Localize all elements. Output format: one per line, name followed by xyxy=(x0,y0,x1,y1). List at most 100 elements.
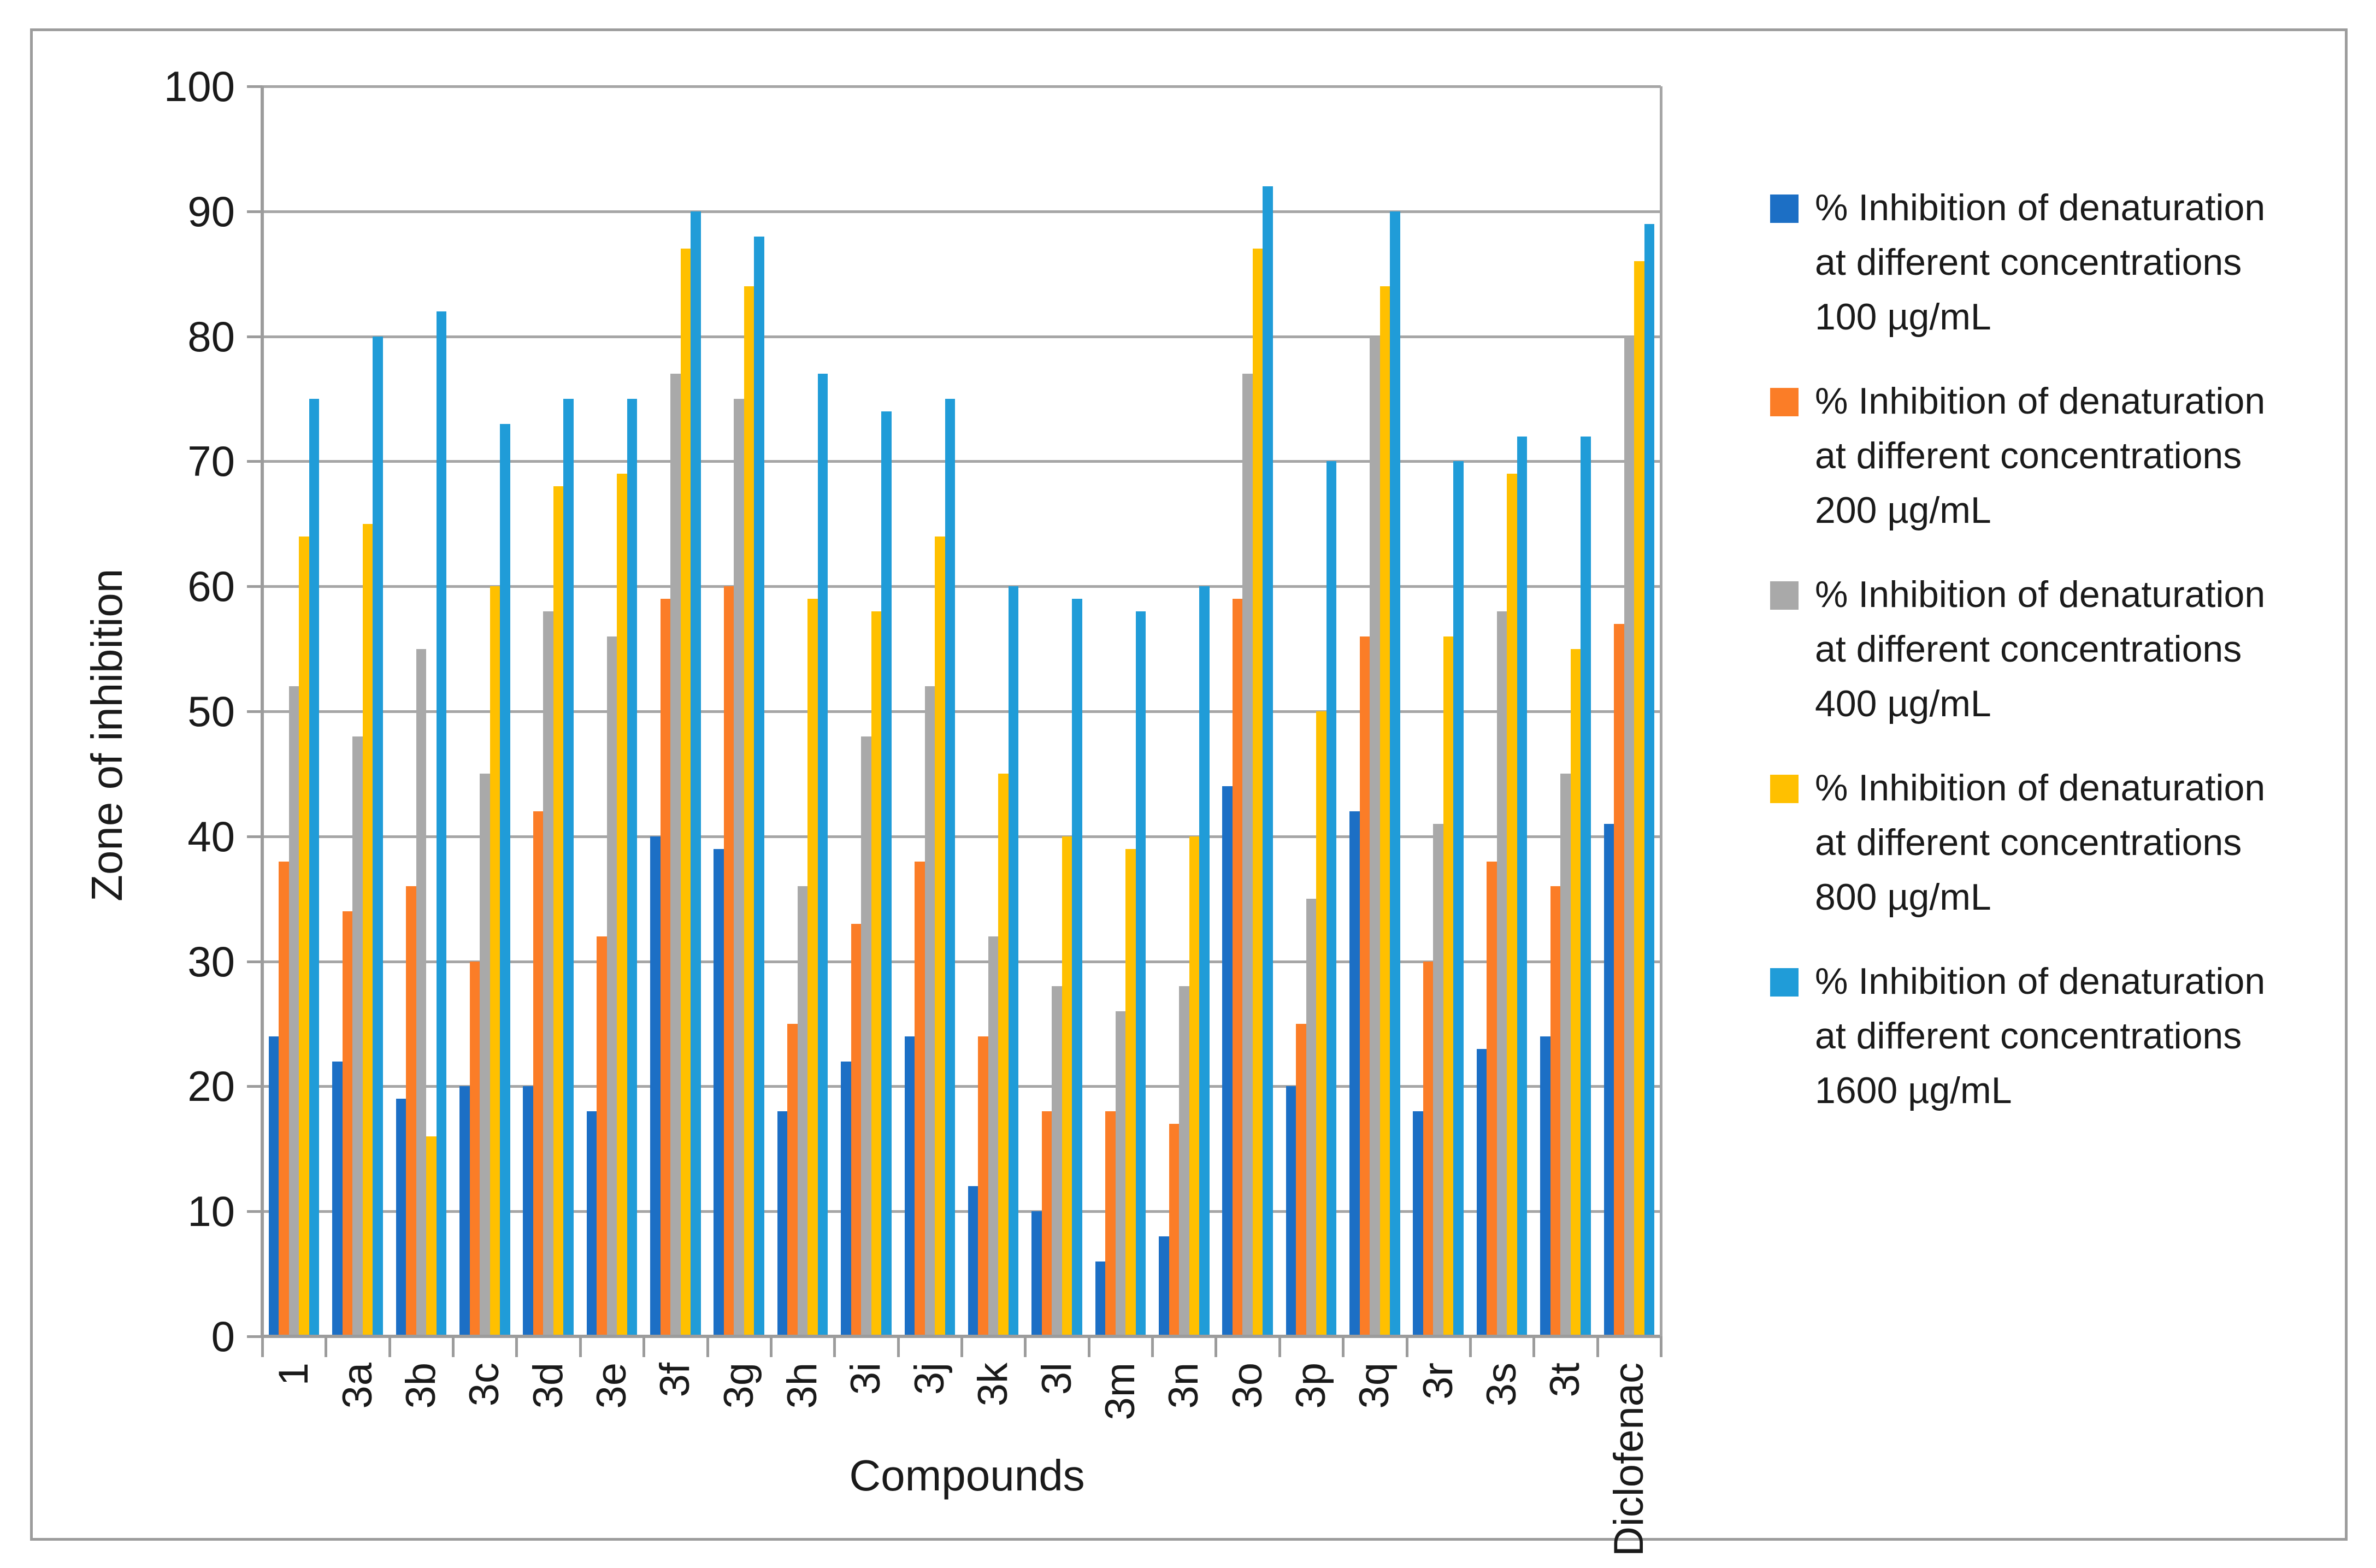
y-tick-label-90: 90 xyxy=(187,187,235,235)
bar-3n-series1 xyxy=(1159,1236,1169,1336)
x-tick-mark xyxy=(769,1336,773,1357)
x-tick-label-1: 1 xyxy=(270,1363,317,1386)
x-tick-mark xyxy=(642,1336,646,1357)
bar-1-series4 xyxy=(299,536,309,1336)
bar-3e-series5 xyxy=(627,399,638,1336)
x-tick-label-3p: 3p xyxy=(1288,1363,1334,1409)
legend-marker-icon xyxy=(1770,968,1799,997)
bar-3o-series1 xyxy=(1222,786,1233,1336)
y-tick-label-80: 80 xyxy=(187,312,235,361)
bar-3e-series4 xyxy=(617,474,627,1336)
bar-Diclofenac-series5 xyxy=(1644,223,1655,1336)
bar-3m-series1 xyxy=(1095,1261,1106,1336)
bar-3p-series2 xyxy=(1296,1024,1306,1336)
bar-3s-series3 xyxy=(1496,611,1507,1336)
bar-3n-series4 xyxy=(1189,836,1200,1336)
bar-1-series3 xyxy=(288,686,299,1336)
x-tick-mark xyxy=(1087,1336,1090,1357)
bar-3p-series1 xyxy=(1286,1086,1296,1336)
gridline-y-50 xyxy=(262,710,1661,713)
x-tick-mark xyxy=(960,1336,963,1357)
bar-3l-series4 xyxy=(1062,836,1072,1336)
bar-3p-series5 xyxy=(1326,461,1337,1336)
y-tick-label-60: 60 xyxy=(187,562,235,611)
bar-3s-series5 xyxy=(1517,436,1528,1336)
legend-marker-icon xyxy=(1770,775,1799,803)
legend-entry-series1: % Inhibition of denaturation at differen… xyxy=(1770,180,2344,344)
x-tick-mark xyxy=(325,1336,328,1357)
x-tick-label-3j: 3j xyxy=(906,1363,953,1395)
x-tick-mark xyxy=(515,1336,518,1357)
x-axis-title: Compounds xyxy=(849,1451,1085,1500)
legend-entry-series4: % Inhibition of denaturation at differen… xyxy=(1770,761,2344,924)
bar-3b-series2 xyxy=(406,886,416,1336)
plot-right-border xyxy=(1660,86,1662,1336)
y-tick-label-10: 10 xyxy=(187,1187,235,1236)
bar-3f-series4 xyxy=(680,249,691,1336)
bar-3f-series1 xyxy=(650,836,661,1336)
legend-label: % Inhibition of denaturation at differen… xyxy=(1815,767,2266,918)
bar-3h-series5 xyxy=(817,374,828,1336)
x-tick-label-Diclofenac: Diclofenac xyxy=(1605,1363,1652,1557)
bar-3j-series5 xyxy=(945,399,956,1336)
legend-marker-icon xyxy=(1770,194,1799,223)
bar-1-series2 xyxy=(279,861,289,1336)
gridline-y-100 xyxy=(262,85,1661,88)
bar-3m-series2 xyxy=(1105,1111,1116,1336)
bar-3f-series5 xyxy=(691,211,701,1336)
bar-3s-series1 xyxy=(1476,1048,1487,1336)
bar-3f-series3 xyxy=(670,374,681,1336)
x-tick-mark xyxy=(706,1336,709,1357)
y-tick-label-70: 70 xyxy=(187,437,235,486)
bar-3a-series4 xyxy=(362,523,373,1336)
bar-3c-series3 xyxy=(480,774,490,1336)
legend-entry-series2: % Inhibition of denaturation at differen… xyxy=(1770,374,2344,538)
gridline-y-70 xyxy=(262,460,1661,463)
bar-3d-series3 xyxy=(543,611,553,1336)
y-tick-mark xyxy=(247,960,262,963)
legend-label: % Inhibition of denaturation at differen… xyxy=(1815,960,2266,1111)
x-tick-label-3f: 3f xyxy=(652,1363,699,1398)
bar-3j-series2 xyxy=(915,861,925,1336)
bar-3f-series2 xyxy=(660,599,671,1336)
bar-3o-series4 xyxy=(1252,249,1263,1336)
bar-3h-series2 xyxy=(787,1024,798,1336)
x-tick-label-3q: 3q xyxy=(1351,1363,1398,1409)
bar-3a-series5 xyxy=(373,336,383,1336)
bar-3p-series4 xyxy=(1316,711,1326,1336)
x-tick-mark xyxy=(1278,1336,1281,1357)
bar-3b-series5 xyxy=(436,311,447,1336)
y-tick-mark xyxy=(247,460,262,463)
y-tick-mark xyxy=(247,835,262,838)
bar-3i-series3 xyxy=(861,736,871,1336)
bar-3g-series4 xyxy=(744,286,754,1336)
x-tick-label-3c: 3c xyxy=(461,1363,508,1407)
bar-3n-series2 xyxy=(1169,1124,1180,1336)
legend-marker-icon xyxy=(1770,388,1799,416)
bar-3r-series2 xyxy=(1423,961,1434,1336)
x-tick-label-3o: 3o xyxy=(1224,1363,1271,1409)
x-tick-mark xyxy=(833,1336,836,1357)
y-tick-mark xyxy=(247,1085,262,1088)
x-tick-mark xyxy=(1660,1336,1662,1357)
bar-3b-series4 xyxy=(426,1136,437,1336)
x-tick-label-3i: 3i xyxy=(842,1363,889,1395)
gridline-y-80 xyxy=(262,335,1661,338)
legend-label: % Inhibition of denaturation at differen… xyxy=(1815,380,2266,531)
bar-3j-series3 xyxy=(924,686,935,1336)
bar-3r-series3 xyxy=(1433,823,1443,1336)
bar-3k-series2 xyxy=(978,1036,988,1336)
x-tick-label-3d: 3d xyxy=(524,1363,571,1409)
bar-3t-series1 xyxy=(1540,1036,1550,1336)
bar-3e-series1 xyxy=(586,1111,597,1336)
bar-3i-series5 xyxy=(881,411,892,1336)
x-tick-label-3t: 3t xyxy=(1542,1363,1589,1398)
bar-3h-series4 xyxy=(807,599,818,1336)
bar-3q-series3 xyxy=(1370,336,1380,1336)
x-tick-label-3b: 3b xyxy=(397,1363,444,1409)
y-tick-mark xyxy=(247,335,262,338)
bar-3d-series4 xyxy=(553,486,564,1336)
plot-area xyxy=(262,85,1661,1336)
bar-Diclofenac-series3 xyxy=(1624,336,1635,1336)
y-tick-label-30: 30 xyxy=(187,937,235,986)
